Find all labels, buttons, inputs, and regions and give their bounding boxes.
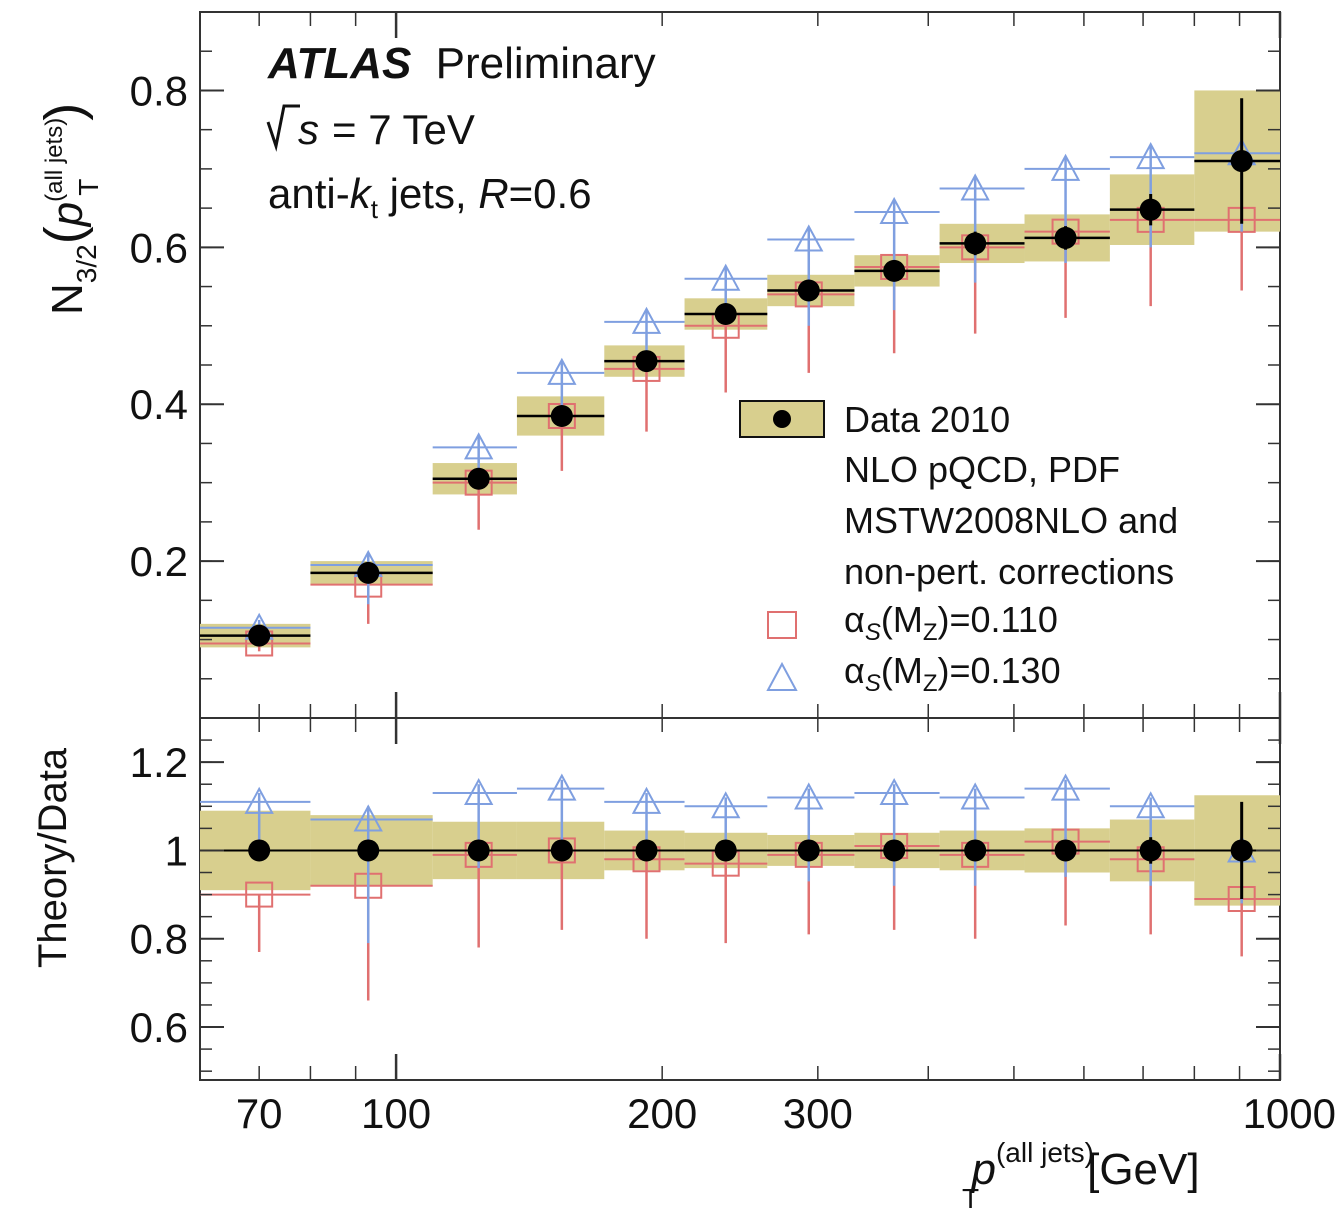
bottom-data-point — [714, 839, 737, 862]
top-alpha130-marker — [631, 306, 662, 334]
top-panel: 0.2 0.4 0.6 0.8 — [130, 11, 1282, 719]
legend-alpha130-label: αS(MZ)=0.130 — [844, 650, 1061, 697]
top-data-point — [1054, 226, 1077, 249]
bottom-alpha130-marker — [794, 782, 824, 810]
top-frame — [199, 11, 1281, 719]
bottom-data-point — [635, 839, 658, 862]
legend-alpha110-marker — [767, 611, 797, 639]
legend-alpha130-marker — [766, 661, 798, 691]
legend-alpha110-label: αS(MZ)=0.110 — [844, 599, 1058, 646]
top-alpha130-marker — [711, 263, 741, 291]
bottom-data-point — [797, 839, 820, 862]
top-alpha130-marker — [879, 196, 909, 225]
bottom-alpha130-marker — [631, 786, 662, 814]
top-alpha130-marker — [463, 432, 494, 460]
bottom-ytick-label: 1 — [165, 827, 188, 874]
sqrt-s-label: s = 7 TeV — [266, 104, 475, 153]
bottom-alpha130-marker — [879, 777, 909, 806]
bottom-xtick-label: 100 — [361, 1090, 431, 1137]
bottom-data-point — [1230, 839, 1253, 862]
bottom-ytick-label: 0.6 — [130, 1004, 188, 1051]
bottom-alpha130-marker — [711, 791, 741, 819]
legend-data-marker — [773, 410, 791, 428]
bottom-data-point — [357, 839, 380, 862]
bottom-data-point — [964, 839, 987, 862]
sqrt-s-symbol: s — [298, 106, 319, 153]
legend-theory-line1: NLO pQCD, PDF — [844, 449, 1120, 490]
bottom-data-point — [550, 839, 573, 862]
jets-k: k — [350, 170, 373, 217]
jets-suffix: =0.6 — [509, 170, 592, 217]
bottom-alpha130-marker — [463, 777, 494, 806]
bottom-alpha130-marker — [1136, 791, 1166, 819]
bottom-xtick-label: 1000 — [1243, 1090, 1336, 1137]
top-ytick-label: 0.6 — [130, 224, 188, 271]
top-ytick-label: 0.8 — [130, 67, 188, 114]
bottom-ylabel: Theory/Data — [31, 747, 75, 968]
legend: Data 2010 NLO pQCD, PDF MSTW2008NLO and … — [739, 399, 1178, 697]
bottom-data-point — [1139, 839, 1162, 862]
jets-sub: t — [371, 194, 379, 224]
top-alpha130-marker — [1050, 153, 1081, 181]
sqrt-icon — [266, 104, 300, 152]
bottom-alpha110-marker — [245, 881, 274, 908]
energy-label: = 7 TeV — [332, 106, 475, 153]
status-label: Preliminary — [436, 39, 656, 88]
top-ytick-label: 0.2 — [130, 538, 188, 585]
atlas-label: ATLAS Preliminary — [267, 39, 656, 88]
top-alpha130-marker — [547, 357, 577, 385]
bottom-xtick-label: 70 — [236, 1090, 283, 1137]
top-ytick-label: 0.4 — [130, 381, 188, 428]
bottom-xtick-label: 300 — [783, 1090, 853, 1137]
xlabel: p(all jets) T[GeV] — [962, 1137, 1200, 1209]
bottom-alpha130-marker — [1050, 773, 1081, 801]
bottom-ytick-label: 1.2 — [130, 739, 188, 786]
bottom-data-point — [1054, 839, 1077, 862]
bottom-data-point — [248, 839, 271, 862]
jet-algo-label: anti-kt jets, R=0.6 — [268, 170, 592, 224]
bottom-panel: 0.6 0.8 1 1.2 70 100 200 300 1000 — [130, 717, 1336, 1137]
top-data-point — [1230, 150, 1253, 173]
bottom-alpha130-marker — [244, 786, 274, 814]
bottom-ytick-label: 0.8 — [130, 916, 188, 963]
top-ylabel-text: N3/2(p(all jets) T) — [34, 103, 104, 315]
bottom-xtick-label: 200 — [627, 1090, 697, 1137]
bottom-data-point — [467, 839, 490, 862]
top-data-point — [964, 232, 987, 255]
top-alpha130-marker — [1136, 142, 1166, 170]
bottom-alpha130-marker — [353, 804, 383, 832]
top-data-point — [248, 624, 271, 647]
top-data-point — [357, 561, 380, 584]
top-data-point — [635, 350, 658, 373]
experiment-label: ATLAS — [267, 39, 411, 88]
bottom-alpha130-marker — [547, 773, 577, 801]
legend-data-label: Data 2010 — [844, 399, 1010, 440]
jets-R: R — [478, 170, 508, 217]
jets-prefix: anti- — [268, 170, 350, 217]
top-data-point — [714, 303, 737, 326]
bottom-alpha130-marker — [960, 782, 990, 810]
top-data-point — [550, 404, 573, 427]
top-data-point — [1139, 198, 1162, 221]
top-data-point — [883, 259, 906, 282]
bottom-frame — [199, 717, 1281, 1081]
legend-theory-line2: MSTW2008NLO and — [844, 500, 1178, 541]
top-data-point — [797, 279, 820, 302]
top-data-point — [467, 467, 490, 490]
bottom-data-point — [883, 839, 906, 862]
top-alpha130-marker — [794, 224, 824, 252]
jets-mid: jets, — [378, 170, 478, 217]
top-ylabel: N3/2(p(all jets) T) — [34, 103, 104, 315]
legend-theory-line3: non-pert. corrections — [844, 551, 1174, 592]
top-alpha130-marker — [960, 173, 990, 201]
